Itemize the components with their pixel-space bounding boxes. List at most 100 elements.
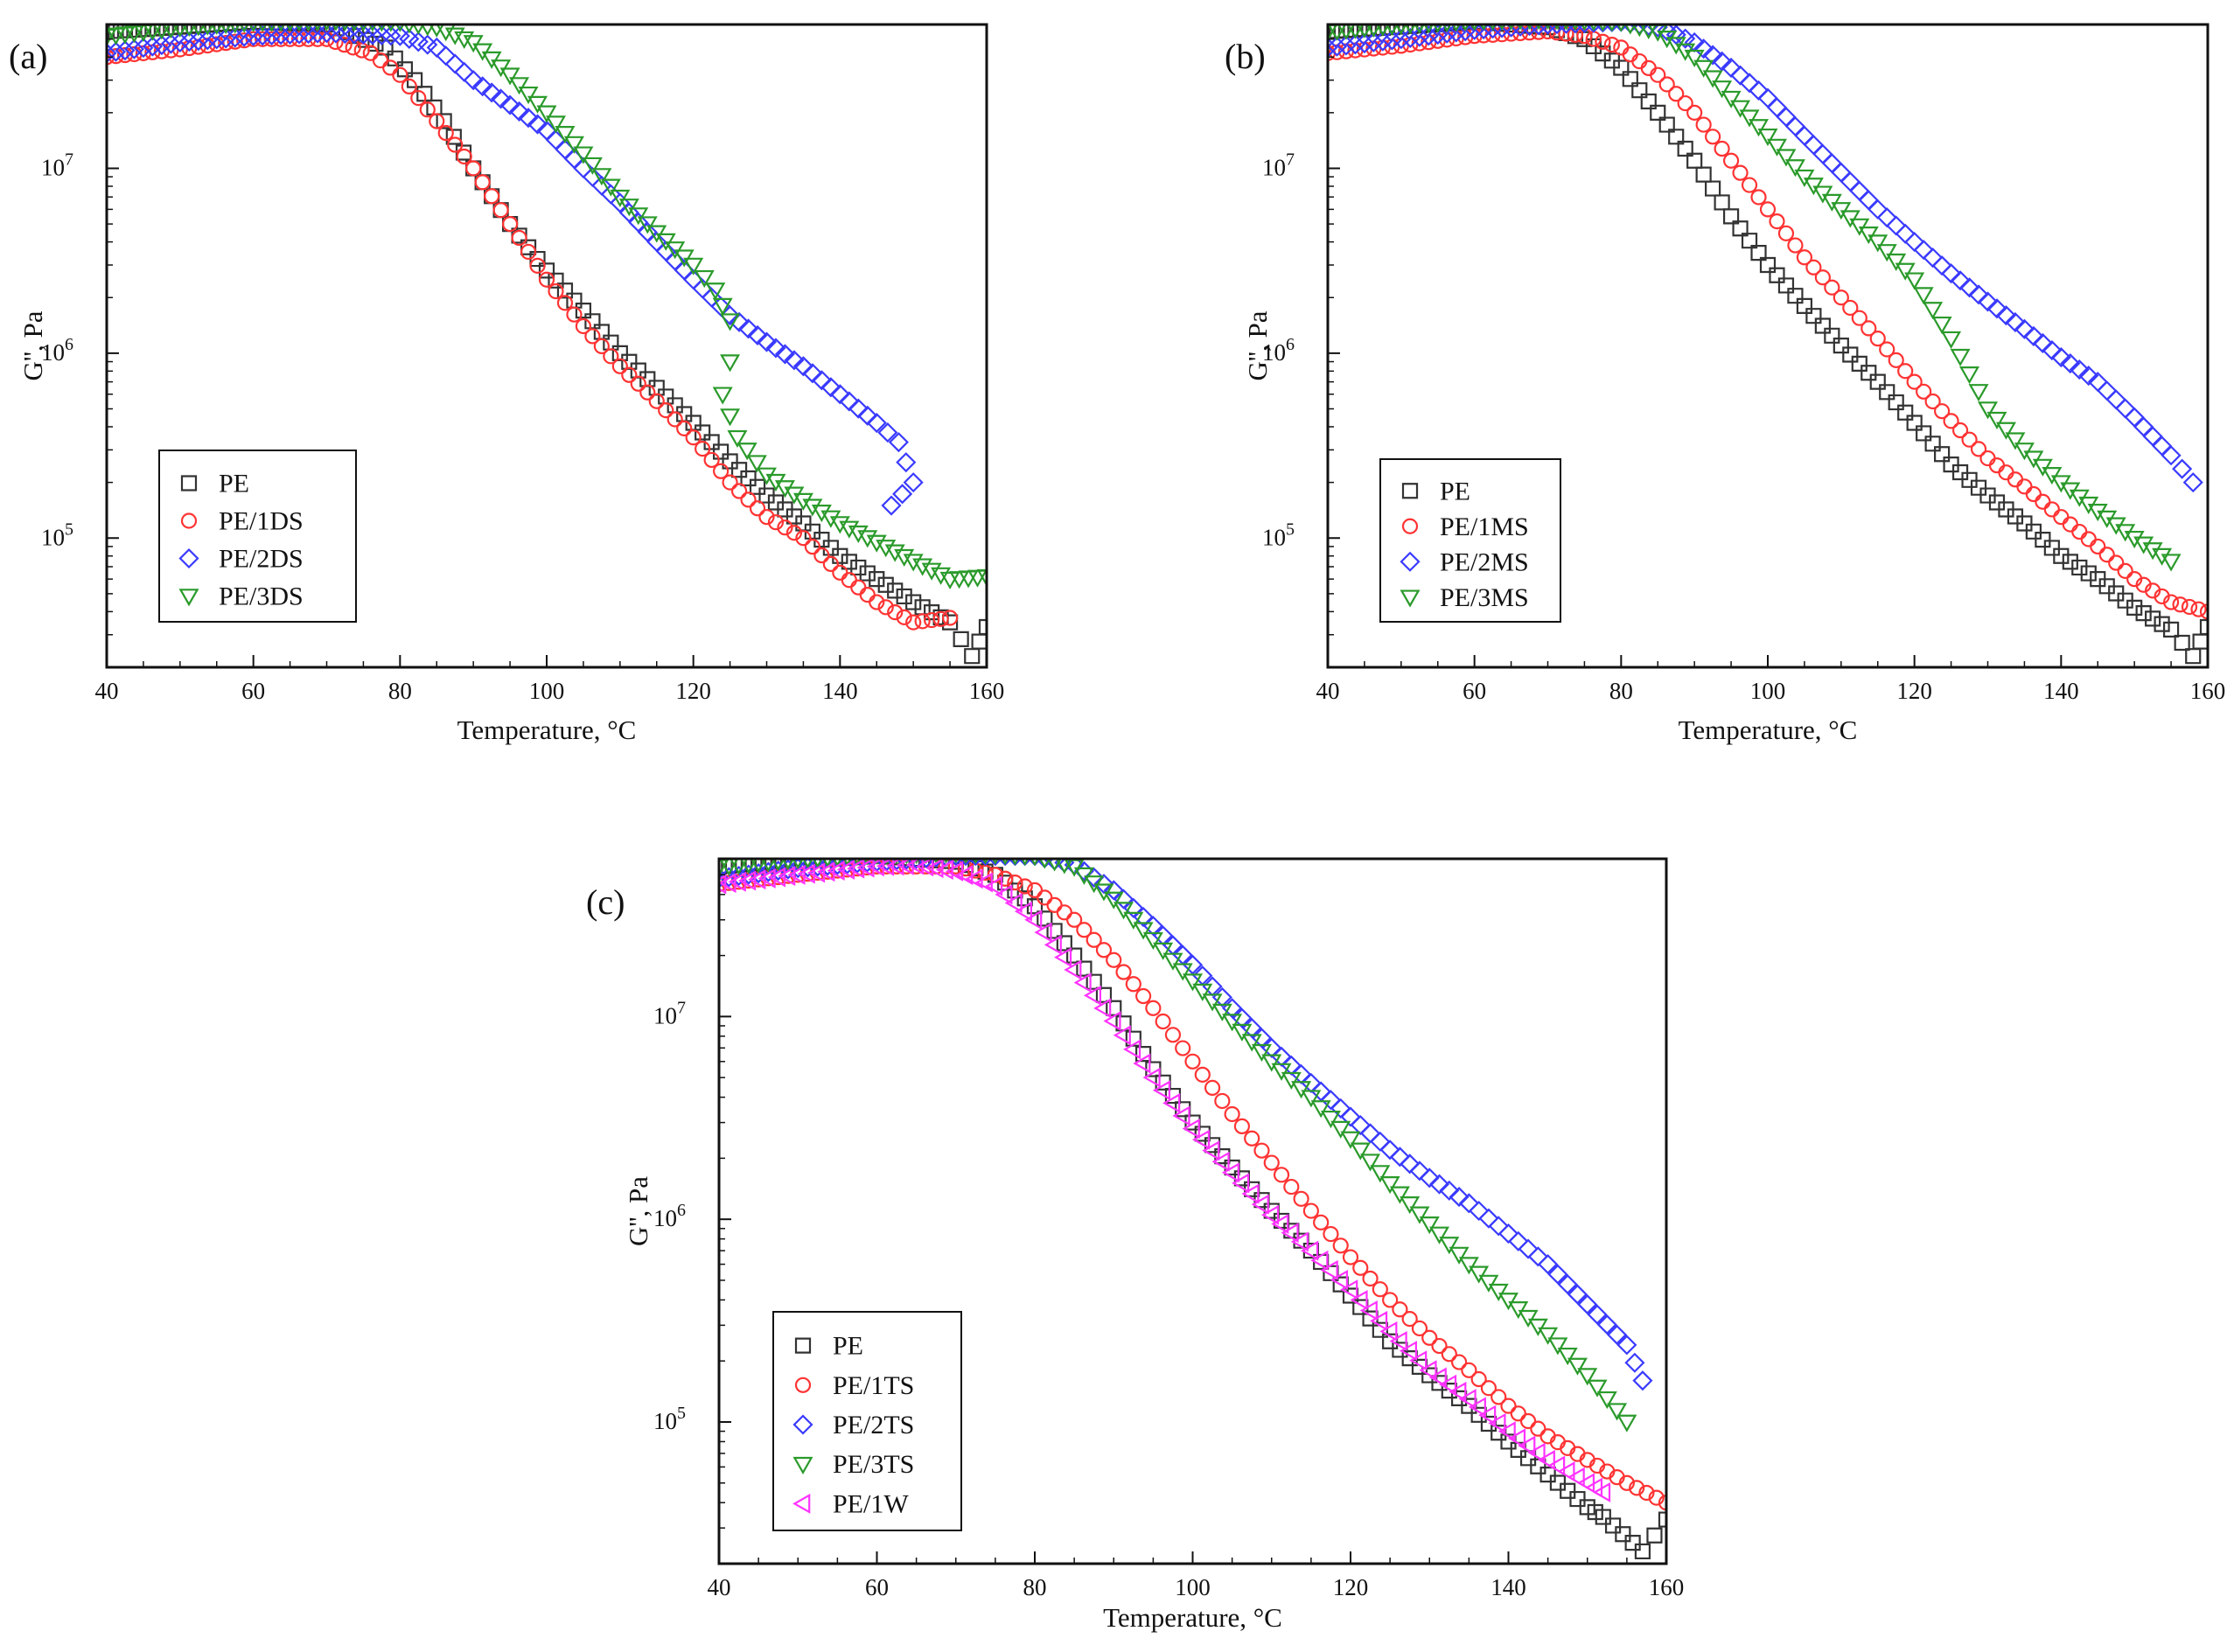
data-point	[334, 24, 356, 45]
data-point	[797, 863, 815, 884]
data-point	[575, 303, 592, 319]
data-point	[1616, 1335, 1637, 1356]
data-point	[1730, 100, 1751, 118]
data-point	[1632, 1370, 1653, 1391]
data-point	[964, 648, 981, 665]
data-point	[548, 282, 564, 300]
data-point	[1400, 1196, 1421, 1215]
data-point	[1721, 90, 1742, 108]
data-point	[1202, 1140, 1220, 1161]
data-point	[1439, 1180, 1460, 1201]
data-point	[1950, 270, 1971, 291]
data-point	[1566, 24, 1585, 34]
data-point	[1507, 1428, 1526, 1449]
data-point	[1867, 199, 1888, 220]
data-point	[1192, 983, 1213, 1001]
data-point	[896, 859, 914, 875]
data-point	[857, 405, 878, 426]
data-point	[1330, 1120, 1351, 1139]
data-point	[740, 470, 757, 487]
data-point	[628, 212, 649, 233]
legend-marker	[1401, 483, 1419, 499]
data-point	[905, 614, 922, 631]
data-point	[1480, 1415, 1497, 1432]
data-point	[611, 345, 628, 361]
data-point	[1986, 411, 2007, 430]
data-point	[527, 114, 548, 135]
data-point	[1241, 1183, 1260, 1204]
data-point	[1824, 327, 1840, 344]
data-point	[1658, 76, 1675, 93]
data-point	[1488, 1283, 1509, 1302]
x-tick-label: 40	[1316, 678, 1340, 704]
data-point	[1370, 1310, 1388, 1331]
data-point	[1759, 201, 1777, 218]
y-axis-title: G'', Pa	[17, 310, 48, 380]
data-point	[1379, 1176, 1400, 1195]
data-point	[1677, 94, 1693, 112]
data-point	[1468, 1397, 1486, 1418]
y-tick-label: 105	[1262, 519, 1295, 550]
data-point	[1595, 33, 1611, 50]
data-point	[1851, 355, 1867, 372]
data-point	[1044, 934, 1062, 955]
data-point	[152, 24, 171, 40]
data-point	[1293, 1190, 1309, 1207]
data-point	[1931, 316, 1952, 335]
data-point	[1480, 1380, 1497, 1397]
data-point	[914, 599, 931, 616]
data-point	[566, 292, 583, 309]
data-point	[1916, 425, 1932, 442]
data-point	[746, 455, 767, 473]
data-point	[1546, 24, 1567, 35]
data-point	[1970, 441, 1987, 457]
data-point	[463, 70, 484, 91]
data-point	[820, 377, 841, 398]
data-point	[1202, 993, 1223, 1012]
data-point	[2042, 339, 2063, 361]
data-point	[1172, 1105, 1190, 1126]
data-point	[896, 859, 917, 870]
data-point	[1876, 207, 1897, 228]
data-point	[1145, 1000, 1162, 1016]
legend-label: PE/1MS	[1440, 512, 1529, 541]
data-point	[1152, 1080, 1170, 1101]
data-point	[593, 324, 610, 340]
y-axis-title: G'', Pa	[623, 1176, 653, 1246]
data-point	[151, 34, 172, 56]
data-point	[1473, 24, 1494, 40]
data-point	[2145, 610, 2161, 627]
data-point	[985, 875, 1003, 896]
data-point	[1842, 299, 1859, 317]
data-point	[1291, 1081, 1312, 1099]
data-point	[1776, 107, 1797, 128]
data-point	[756, 331, 778, 352]
data-point	[115, 40, 136, 61]
data-point	[1350, 1114, 1371, 1136]
data-point	[454, 61, 475, 82]
data-point	[1332, 1276, 1349, 1293]
legend-label: PE	[833, 1332, 863, 1361]
data-point	[630, 375, 646, 392]
x-tick-label: 160	[1649, 1574, 1685, 1600]
data-point	[2117, 562, 2133, 579]
data-point	[1722, 208, 1740, 225]
data-point	[1647, 24, 1668, 38]
chart-panel-b: (b) 40 60 80 100 120 140 160 107 106 105 Temperatur…	[1225, 23, 2225, 745]
data-point	[1596, 1314, 1617, 1335]
legend-item-pe-3ms: PE/3MS	[1400, 583, 1529, 612]
data-point	[1869, 373, 1886, 390]
data-point	[1638, 24, 1659, 37]
legend-label: PE/1DS	[219, 507, 304, 536]
data-point	[1640, 93, 1657, 110]
data-point	[1103, 891, 1124, 910]
data-point	[1560, 1482, 1576, 1499]
legend-item-pe-1w: PE/1W	[792, 1489, 909, 1518]
data-point	[1093, 998, 1112, 1019]
data-point	[1998, 464, 2014, 481]
data-point	[1211, 1151, 1230, 1172]
data-point	[1604, 1517, 1622, 1534]
data-point	[566, 306, 583, 323]
data-point	[1162, 1092, 1181, 1113]
data-point	[484, 188, 500, 205]
